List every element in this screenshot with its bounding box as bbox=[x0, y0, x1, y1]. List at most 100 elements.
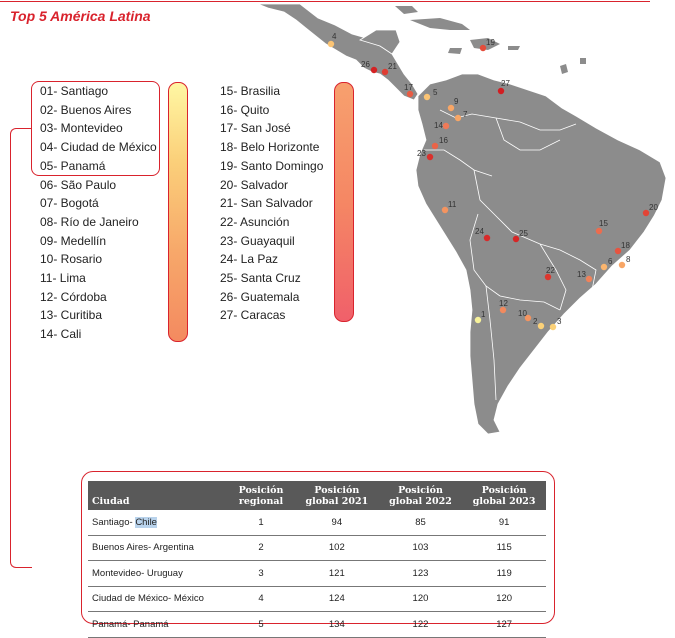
map-marker-label: 27 bbox=[501, 79, 510, 88]
map-land-yucatan bbox=[359, 29, 401, 55]
ranking-table: Ciudad Posición regional Posición global… bbox=[88, 481, 546, 638]
cell-regional: 5 bbox=[227, 611, 295, 638]
map-marker-label: 26 bbox=[361, 60, 370, 69]
cell-regional: 2 bbox=[227, 535, 295, 561]
city-list-item: 18- Belo Horizonte bbox=[220, 140, 320, 155]
map-marker bbox=[483, 234, 491, 242]
city-list-item: 27- Caracas bbox=[220, 308, 286, 323]
map-marker bbox=[381, 68, 389, 76]
map-marker bbox=[423, 93, 431, 101]
map-marker bbox=[499, 306, 507, 314]
map-marker-label: 13 bbox=[577, 270, 586, 279]
cell-g2021: 124 bbox=[295, 586, 379, 612]
map-marker-label: 18 bbox=[621, 241, 630, 250]
map-marker bbox=[537, 322, 545, 330]
map-marker bbox=[544, 273, 552, 281]
city-list-item: 22- Asunción bbox=[220, 214, 290, 229]
map-borders bbox=[424, 109, 597, 401]
cell-g2023: 115 bbox=[462, 535, 546, 561]
map-marker-label: 9 bbox=[454, 97, 459, 106]
cell-city: Montevideo- Uruguay bbox=[88, 560, 227, 587]
header-global-2021: Posición global 2021 bbox=[295, 481, 379, 510]
map-marker bbox=[327, 40, 335, 48]
map-marker bbox=[642, 209, 650, 217]
cell-g2023: 120 bbox=[462, 586, 546, 612]
map-marker bbox=[497, 87, 505, 95]
map-land-mexico bbox=[257, 3, 419, 101]
map-marker-label: 10 bbox=[518, 309, 527, 318]
table-row: Montevideo- Uruguay 3 121 123 119 bbox=[88, 560, 546, 587]
cell-city: Ciudad de México- México bbox=[88, 586, 227, 612]
table-header-row: Ciudad Posición regional Posición global… bbox=[88, 481, 546, 510]
map-marker-label: 21 bbox=[388, 62, 397, 71]
city-list-item: 25- Santa Cruz bbox=[220, 271, 301, 286]
cell-city-name: Panamá- Panamá bbox=[92, 618, 169, 630]
city-list-item: 08- Río de Janeiro bbox=[40, 214, 139, 229]
city-list-item: 06- São Paulo bbox=[40, 177, 117, 192]
map-land-jamaica bbox=[448, 48, 462, 54]
map-marker-label: 6 bbox=[608, 257, 613, 266]
cell-g2021: 121 bbox=[295, 560, 379, 587]
map-marker-label: 23 bbox=[417, 149, 426, 158]
map-marker bbox=[442, 122, 450, 130]
city-list-item: 05- Panamá bbox=[40, 158, 106, 173]
cell-g2022: 122 bbox=[378, 611, 463, 638]
map-land-hispaniola bbox=[470, 38, 500, 50]
cell-city-name: Buenos Aires- Argentina bbox=[92, 542, 194, 554]
map-marker bbox=[370, 66, 378, 74]
map-marker-label: 16 bbox=[439, 136, 448, 145]
map-marker bbox=[431, 142, 439, 150]
city-list-item: 26- Guatemala bbox=[220, 289, 300, 304]
map-marker-label: 20 bbox=[649, 203, 658, 212]
rank-gradient-bar-left bbox=[168, 82, 188, 342]
map-marker-label: 22 bbox=[546, 266, 555, 275]
city-list-item: 23- Guayaquil bbox=[220, 233, 295, 248]
cell-city: Buenos Aires- Argentina bbox=[88, 535, 227, 561]
map-marker-label: 4 bbox=[332, 32, 337, 41]
header-global-2023: Posición global 2023 bbox=[462, 481, 546, 510]
city-list-item: 15- Brasilia bbox=[220, 84, 281, 98]
map-land-cuba bbox=[410, 18, 470, 30]
map-marker bbox=[441, 206, 449, 214]
city-list-item: 07- Bogotá bbox=[40, 196, 99, 211]
cell-country-highlight: Chile bbox=[135, 516, 157, 528]
city-list-item: 21- San Salvador bbox=[220, 196, 313, 211]
cell-regional: 3 bbox=[227, 560, 295, 587]
city-list-item: 11- Lima bbox=[40, 271, 86, 286]
map-marker bbox=[406, 90, 414, 98]
cell-g2023: 119 bbox=[462, 560, 546, 587]
map-marker bbox=[549, 323, 557, 331]
map-marker bbox=[595, 227, 603, 235]
map-marker-label: 19 bbox=[486, 38, 495, 47]
cell-g2022: 123 bbox=[378, 560, 463, 587]
map-marker-label: 2 bbox=[533, 317, 538, 326]
city-list-item: 10- Rosario bbox=[40, 252, 103, 267]
cell-city-name: Montevideo- Uruguay bbox=[92, 567, 183, 579]
map-marker-label: 14 bbox=[434, 121, 443, 130]
map-marker-label: 3 bbox=[557, 317, 562, 326]
cell-city-name: Ciudad de México- México bbox=[92, 593, 204, 605]
title-rule bbox=[0, 1, 650, 2]
city-list-item: 14- Cali bbox=[40, 327, 82, 342]
table-row: Santiago- Chile 1 94 85 91 bbox=[88, 510, 546, 536]
city-list-item: 02- Buenos Aires bbox=[40, 102, 132, 117]
cell-city-name: Santiago- bbox=[92, 516, 133, 528]
city-list-right: 15- Brasilia 16- Quito 17- San José 18- Bel… bbox=[220, 82, 323, 325]
city-list-left: 01- Santiago 02- Buenos Aires 03- Montevid… bbox=[40, 82, 157, 344]
map-marker-label: 11 bbox=[448, 200, 457, 209]
header-city: Ciudad bbox=[88, 481, 227, 510]
map-marker bbox=[512, 235, 520, 243]
map-marker bbox=[426, 153, 434, 161]
cell-g2022: 120 bbox=[378, 586, 463, 612]
map-marker bbox=[524, 314, 532, 322]
table-body: Santiago- Chile 1 94 85 91 Buenos Aires- Arge… bbox=[88, 510, 546, 638]
cell-g2023: 127 bbox=[462, 611, 546, 638]
cell-g2022: 85 bbox=[378, 510, 463, 536]
cell-g2021: 102 bbox=[295, 535, 379, 561]
map-marker bbox=[614, 247, 622, 255]
cell-regional: 1 bbox=[227, 510, 295, 536]
map-marker-label: 17 bbox=[404, 83, 413, 92]
map-marker bbox=[454, 114, 462, 122]
city-list-item: 20- Salvador bbox=[220, 177, 289, 192]
city-list-item: 16- Quito bbox=[220, 102, 270, 117]
